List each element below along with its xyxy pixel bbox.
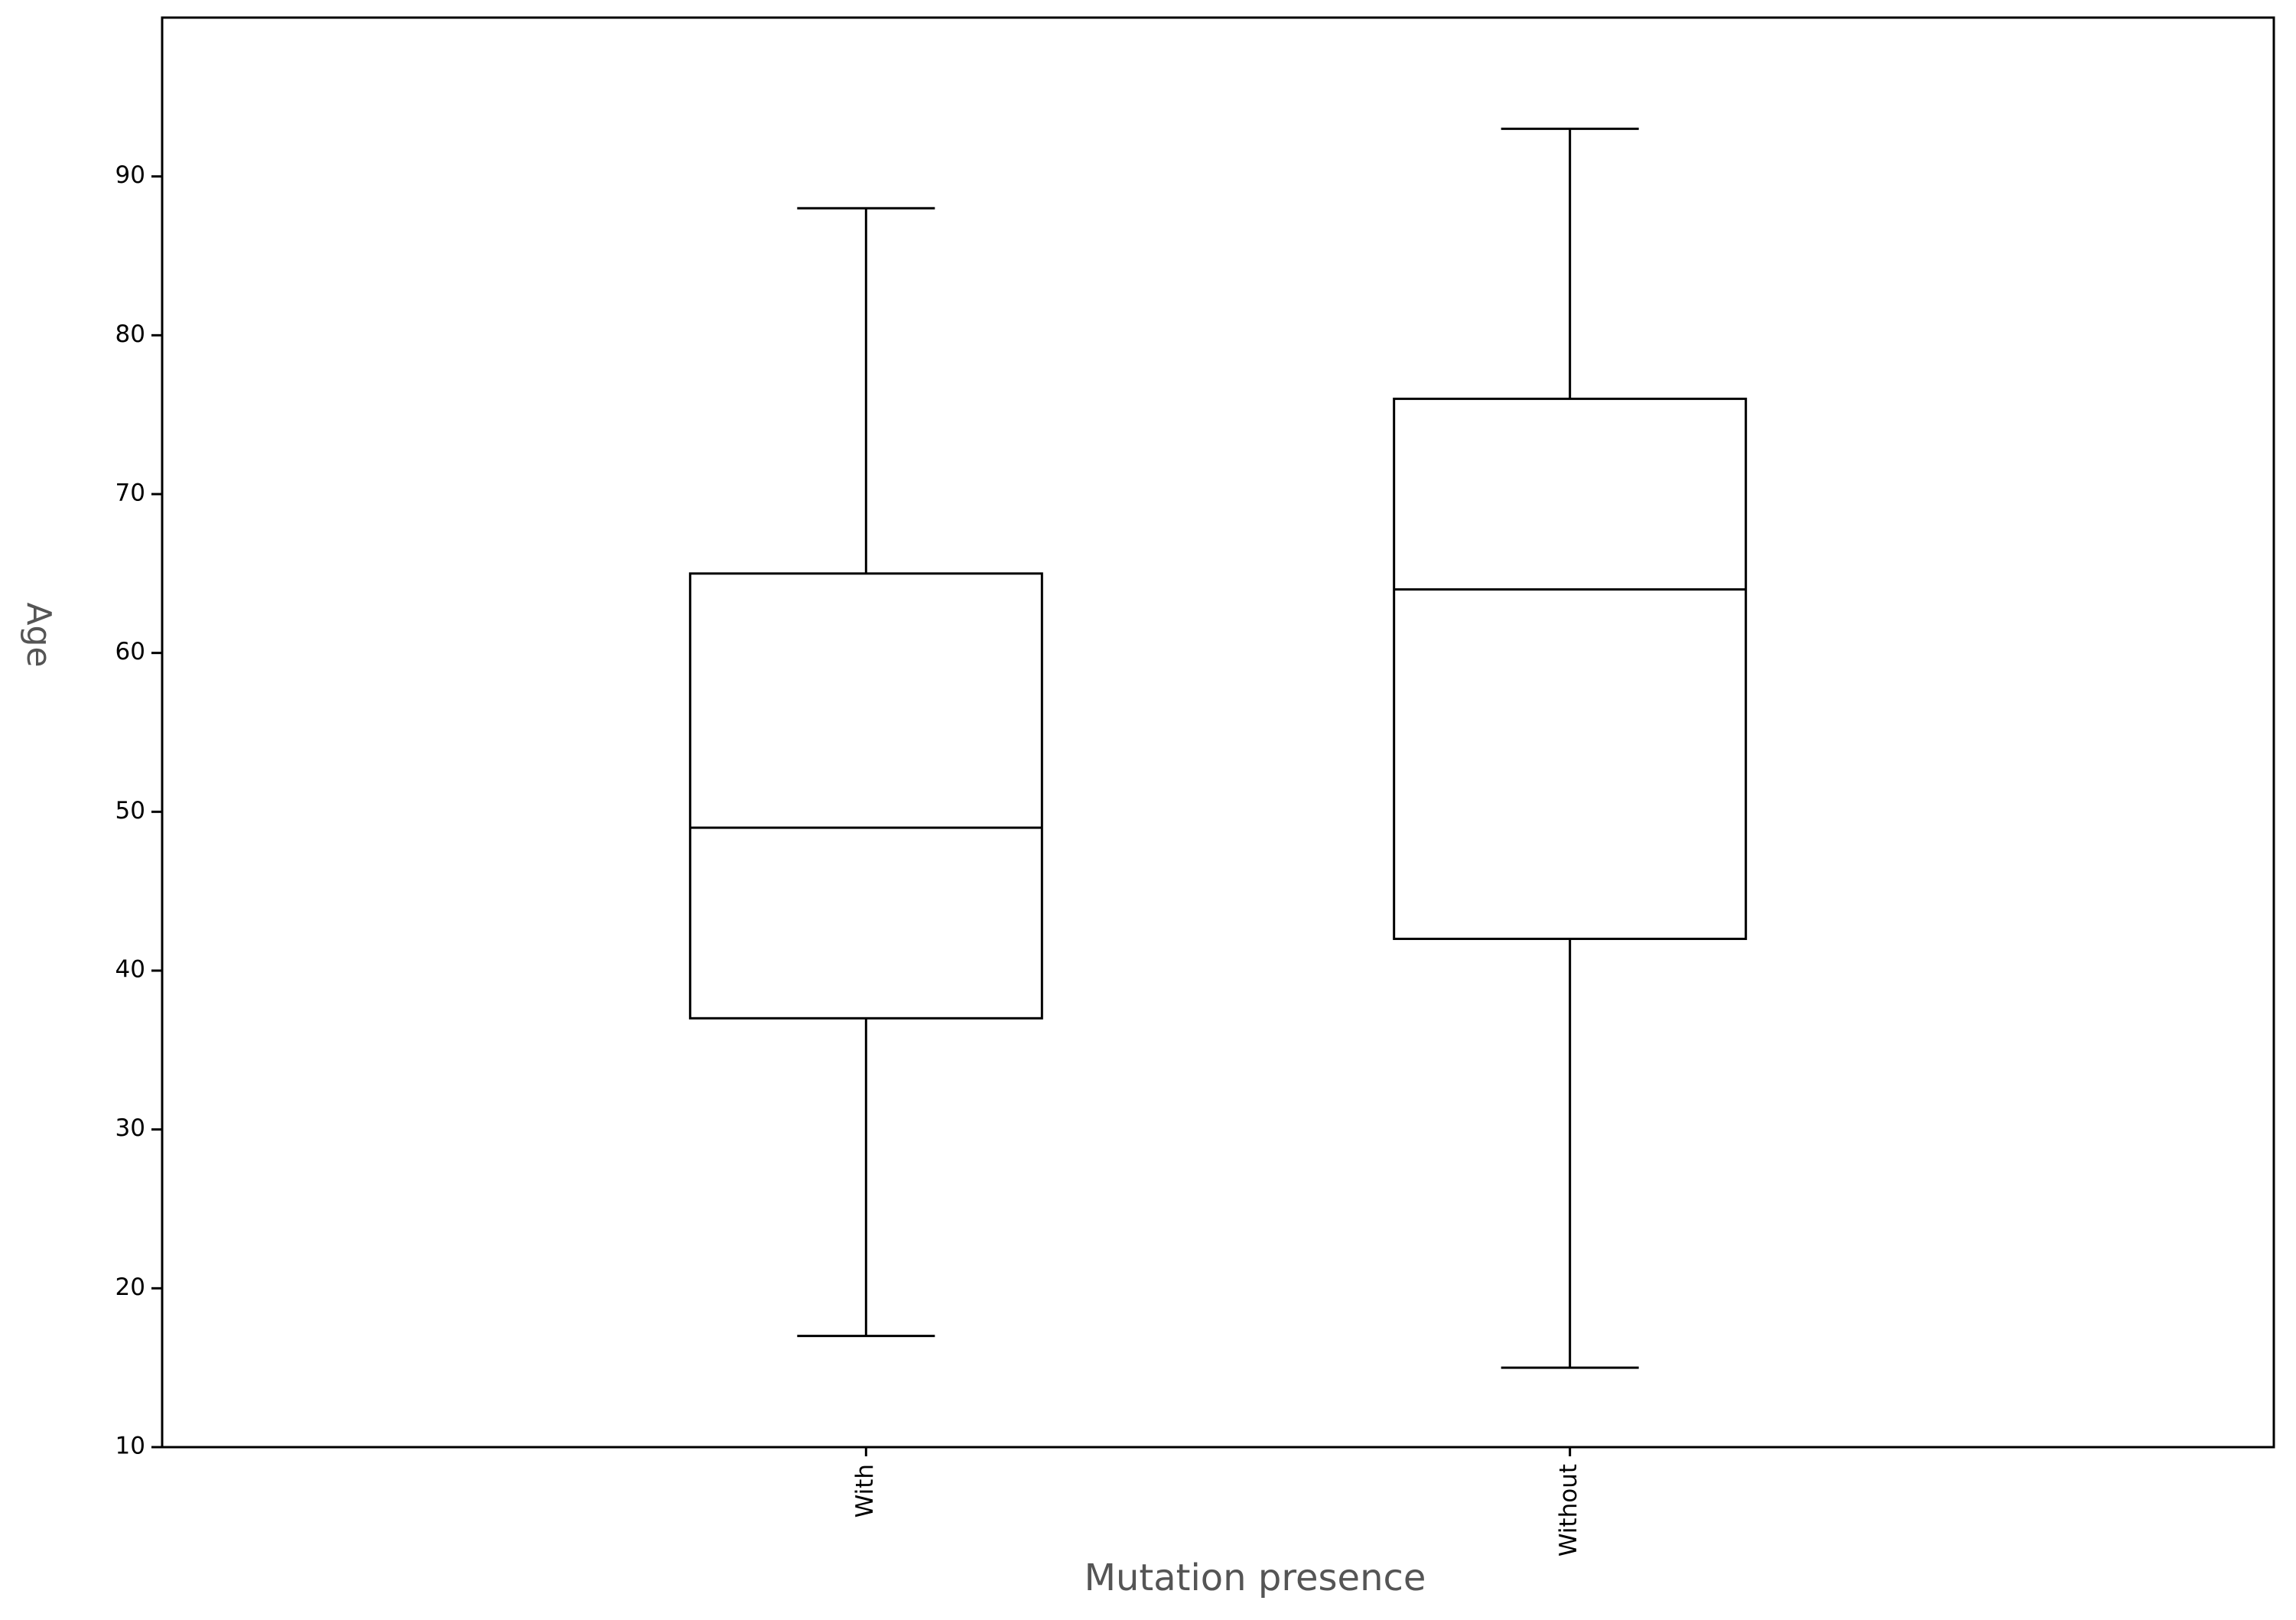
y-tick-label: 20: [115, 1274, 145, 1301]
y-axis-label: Age: [19, 602, 58, 667]
y-tick-label: 90: [115, 161, 145, 189]
x-axis-label: Mutation presence: [1085, 1557, 1426, 1599]
y-tick-label: 70: [115, 480, 145, 507]
y-tick-label: 40: [115, 956, 145, 984]
y-tick-label: 80: [115, 320, 145, 348]
x-tick-label: With: [851, 1464, 879, 1518]
box: [688, 572, 1043, 1020]
box: [1393, 397, 1748, 940]
y-tick-label: 10: [115, 1433, 145, 1460]
y-tick-label: 60: [115, 638, 145, 665]
y-tick-label: 30: [115, 1114, 145, 1142]
plot-frame: [161, 16, 2275, 1449]
y-tick-label: 50: [115, 797, 145, 825]
x-tick-label: Without: [1555, 1464, 1582, 1557]
